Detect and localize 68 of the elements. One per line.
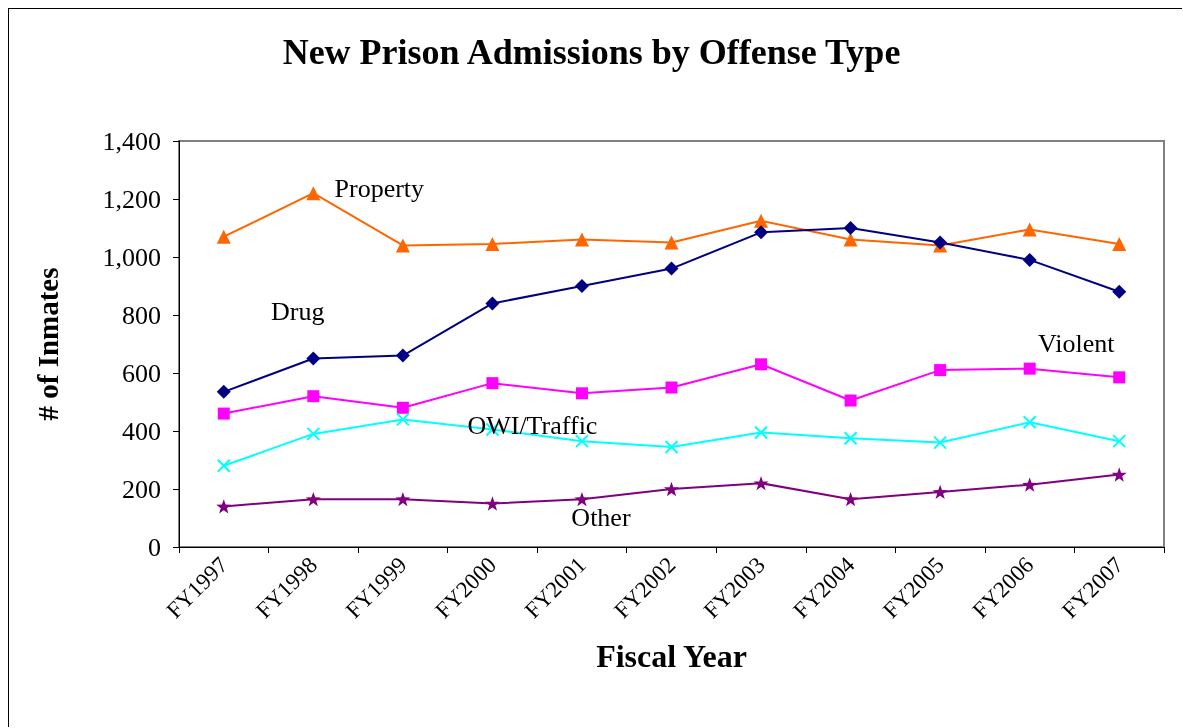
series-label: Violent <box>1038 328 1116 358</box>
point <box>664 261 679 276</box>
y-tick-label: 1,000 <box>102 242 161 272</box>
point <box>1112 434 1127 449</box>
series-label: OWI/Traffic <box>467 411 598 441</box>
point <box>843 221 858 235</box>
point <box>755 358 768 371</box>
y-tick-label: 1,200 <box>102 184 161 214</box>
series-label: Property <box>334 173 425 203</box>
x-axis-title: Fiscal Year <box>596 638 747 674</box>
point <box>574 232 589 247</box>
chart-title: New Prison Admissions by Offense Type <box>282 32 901 72</box>
point <box>486 377 499 390</box>
point <box>574 492 590 507</box>
point <box>574 434 589 449</box>
y-tick-label: 400 <box>122 416 161 446</box>
point <box>1113 371 1126 384</box>
y-tick-label: 0 <box>148 532 161 562</box>
point <box>843 431 858 446</box>
point <box>575 387 588 400</box>
point <box>306 186 321 201</box>
y-axis-title: # of Inmates <box>31 267 64 421</box>
y-tick-label: 1,400 <box>102 126 161 156</box>
point <box>1022 222 1037 237</box>
point <box>216 384 231 399</box>
point <box>216 499 232 514</box>
point <box>1022 415 1037 430</box>
point <box>1022 252 1037 267</box>
point <box>307 390 320 403</box>
point <box>664 235 679 250</box>
point <box>933 435 948 450</box>
point <box>395 238 410 253</box>
series-label: Other <box>571 502 631 532</box>
point <box>843 492 859 507</box>
point <box>395 348 410 363</box>
point <box>216 458 231 473</box>
point <box>395 412 410 427</box>
point <box>217 407 230 420</box>
point <box>1111 467 1127 482</box>
point <box>664 439 679 454</box>
y-tick-label: 200 <box>122 474 161 504</box>
point <box>305 492 321 507</box>
point <box>754 213 769 228</box>
point <box>753 476 769 491</box>
point <box>306 351 321 366</box>
point <box>843 232 858 247</box>
point <box>484 496 500 511</box>
point <box>932 484 948 500</box>
series-label: Drug <box>271 297 325 327</box>
point <box>754 225 769 240</box>
point <box>754 425 769 440</box>
point <box>934 364 947 377</box>
point <box>664 481 679 497</box>
point <box>844 394 857 407</box>
point <box>396 401 409 414</box>
point <box>485 296 500 311</box>
point <box>574 279 589 293</box>
point <box>1112 284 1127 299</box>
point <box>1022 477 1038 492</box>
point <box>216 229 231 244</box>
point <box>1023 362 1036 375</box>
point <box>306 426 321 441</box>
y-tick-label: 600 <box>122 358 161 388</box>
point <box>485 236 500 251</box>
point <box>1112 236 1127 251</box>
point <box>395 492 411 507</box>
point <box>665 381 678 394</box>
y-tick-label: 800 <box>122 300 161 330</box>
